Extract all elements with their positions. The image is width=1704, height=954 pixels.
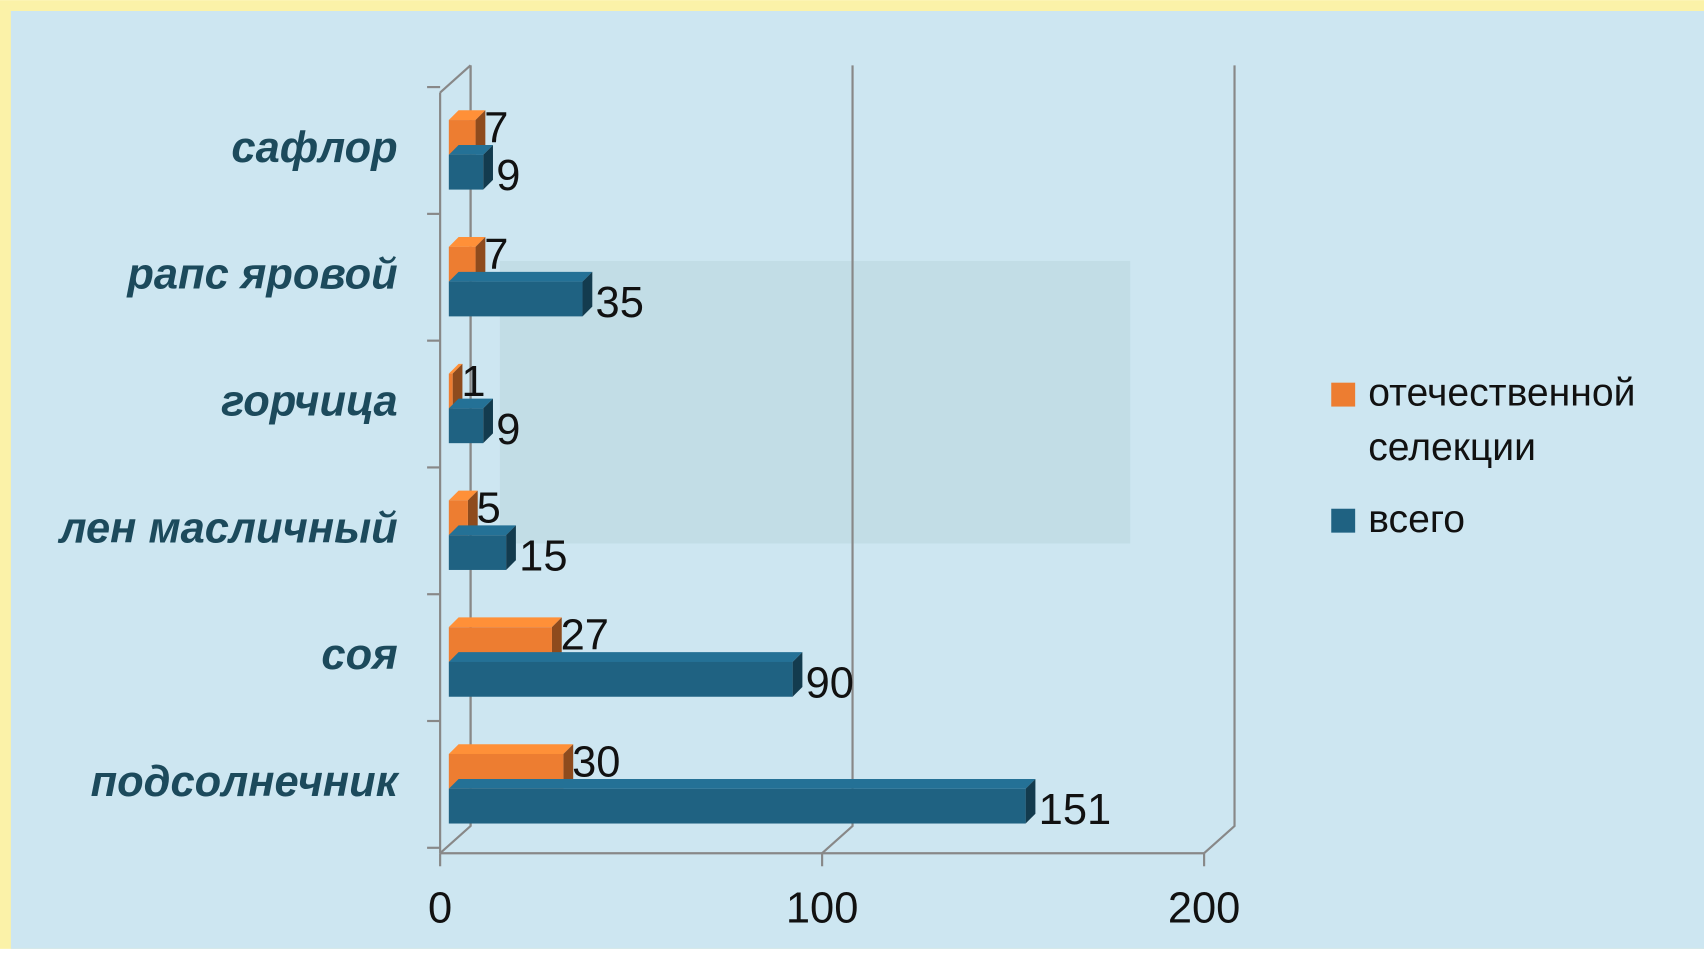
x-tick-label: 200 [1168, 884, 1241, 932]
y-tick-label: сафлор [231, 124, 397, 172]
bar-top [449, 652, 803, 662]
bar [449, 145, 493, 190]
bar-top [449, 617, 562, 627]
legend-swatch [1331, 509, 1355, 533]
y-tick-label: горчица [221, 378, 398, 426]
bar [449, 525, 516, 570]
bar-top [449, 779, 1036, 789]
bar-front [449, 408, 483, 443]
data-label: 35 [596, 279, 644, 327]
bar-top [449, 272, 592, 282]
bar [449, 272, 592, 317]
y-tick-label: подсолнечник [91, 758, 400, 806]
bar-front [449, 155, 483, 190]
bar [449, 652, 803, 697]
legend-swatch [1331, 383, 1355, 407]
data-label: 151 [1039, 786, 1112, 834]
bar-top [449, 525, 516, 535]
bar-top [449, 744, 573, 754]
data-label: 90 [806, 659, 854, 707]
bar [449, 399, 493, 444]
legend-label: всего [1368, 498, 1465, 541]
x-tick-label: 0 [428, 884, 452, 932]
photo-shade [500, 261, 1130, 544]
bar-front [449, 662, 793, 697]
bar [449, 779, 1036, 824]
x-tick-label: 100 [786, 884, 859, 932]
y-tick-label: рапс яровой [126, 251, 397, 299]
bar-front [449, 789, 1026, 824]
data-label: 9 [496, 406, 520, 454]
y-tick-label: соя [321, 631, 397, 679]
data-label: 9 [496, 152, 520, 200]
chart: 0100200сафлор79рапс яровой735горчица19ле… [0, 0, 1704, 949]
y-tick-label: лен масличный [58, 504, 398, 552]
bar-front [449, 535, 506, 570]
bar-front [449, 282, 583, 317]
data-label: 15 [519, 533, 567, 581]
bar-front [449, 374, 453, 409]
